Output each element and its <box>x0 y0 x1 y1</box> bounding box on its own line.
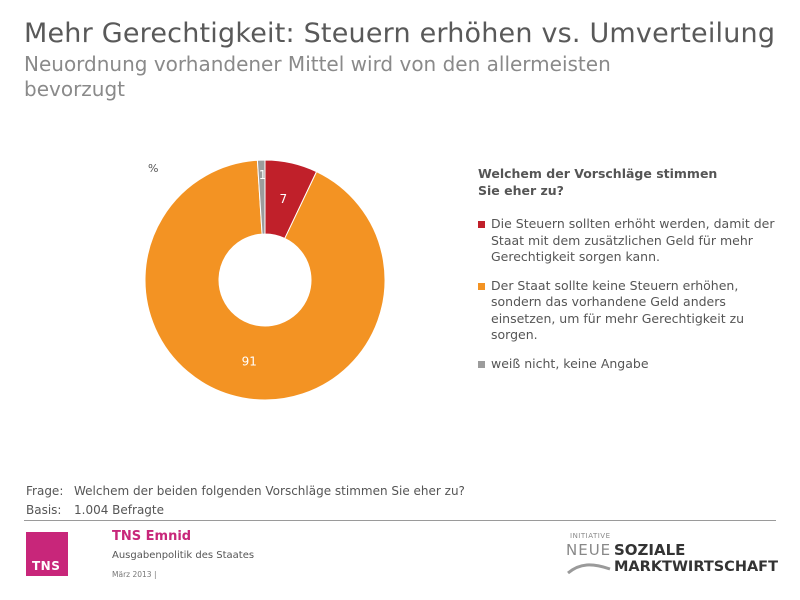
legend-item-dont-know: weiß nicht, keine Angabe <box>478 356 778 373</box>
legend: Die Steuern sollten erhöht werden, damit… <box>478 216 778 384</box>
legend-swatch-raise-taxes <box>478 221 485 228</box>
topic-note: Ausgabenpolitik des Staates <box>112 550 255 561</box>
legend-label-dont-know: weiß nicht, keine Angabe <box>491 355 649 371</box>
slice-dont-know <box>256 159 266 235</box>
date-note: März 2013 | <box>112 570 157 579</box>
label-dont-know: 1 <box>259 168 267 182</box>
legend-swatch-redistribute <box>478 282 485 290</box>
basis-text: 1.004 Befragte <box>74 503 164 517</box>
insm-neue: NEUE <box>566 541 612 559</box>
donut-chart: 7 91 1 <box>144 159 386 401</box>
legend-swatch-dont-know <box>478 360 485 368</box>
insm-initiative: INITIATIVE <box>570 532 611 540</box>
label-raise-taxes: 7 <box>279 192 287 206</box>
insm-marktwirtschaft: MARKTWIRTSCHAFT <box>614 559 778 575</box>
insm-wave-icon <box>567 563 611 575</box>
label-redistribute: 91 <box>242 355 257 369</box>
slice-redistribute <box>144 159 386 401</box>
frage-label: Frage: <box>26 484 64 498</box>
legend-item-raise-taxes: Die Steuern sollten erhöht werden, damit… <box>478 216 778 266</box>
legend-item-redistribute: Der Staat sollte keine Steuern erhöhen, … <box>478 278 778 344</box>
brand-name: TNS Emnid <box>112 529 192 544</box>
insm-soziale: SOZIALE <box>614 541 686 559</box>
legend-question: Welchem der Vorschläge stimmen Sie eher … <box>478 166 718 198</box>
frage-text: Welchem der beiden folgenden Vorschläge … <box>74 484 465 498</box>
tns-logo: TNS <box>26 532 68 576</box>
tns-logo-text: TNS <box>32 559 61 573</box>
unit-label: % <box>148 162 159 175</box>
question-note: Frage: Welchem der beiden folgenden Vorsc… <box>26 482 465 520</box>
legend-label-redistribute: Der Staat sollte keine Steuern erhöhen, … <box>491 277 745 343</box>
footer-divider <box>24 520 776 521</box>
insm-logo: INITIATIVE NEUE SOZIALE MARKTWIRTSCHAFT <box>560 527 790 579</box>
chart-subtitle: Neuordnung vorhandener Mittel wird von d… <box>24 52 611 101</box>
basis-label: Basis: <box>26 503 62 517</box>
legend-label-raise-taxes: Die Steuern sollten erhöht werden, damit… <box>491 216 775 264</box>
chart-title: Mehr Gerechtigkeit: Steuern erhöhen vs. … <box>24 18 776 49</box>
